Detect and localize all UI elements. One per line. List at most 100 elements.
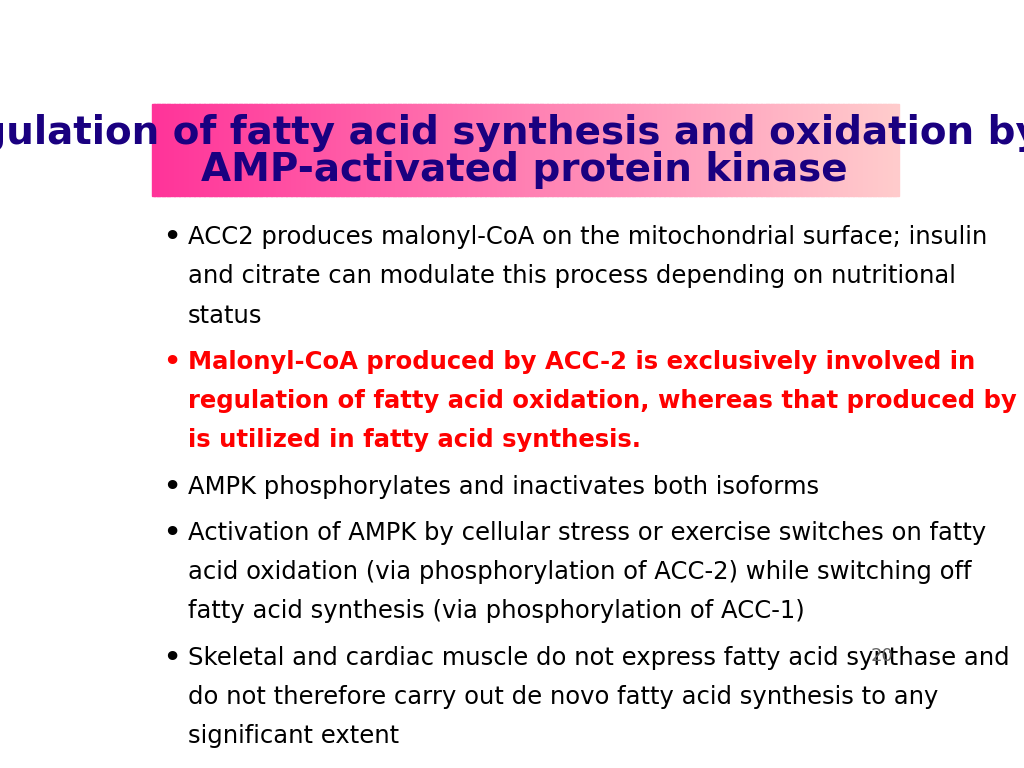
Bar [259,104,262,196]
Bar [785,104,790,196]
Bar [493,104,496,196]
Bar [495,104,499,196]
Bar [316,104,319,196]
Bar [712,104,715,196]
Bar [803,104,807,196]
Bar [343,104,346,196]
Bar [233,104,238,196]
Bar [460,104,464,196]
Bar [659,104,663,196]
Bar [162,104,165,196]
Bar [557,104,560,196]
Bar [834,104,837,196]
Bar [186,104,189,196]
Bar [751,104,755,196]
Bar [709,104,712,196]
Bar [505,104,508,196]
Bar [664,104,668,196]
Bar [442,104,446,196]
Bar [242,104,245,196]
Bar [569,104,572,196]
Bar [251,104,255,196]
Bar [435,104,438,196]
Bar [279,104,282,196]
Bar [577,104,581,196]
Bar [672,104,675,196]
Bar [256,104,259,196]
Bar [838,104,842,196]
Bar [351,104,354,196]
Bar [766,104,769,196]
Bar [177,104,180,196]
Bar [355,104,359,196]
Bar [649,104,652,196]
Bar [199,104,203,196]
Bar [264,104,267,196]
Bar [642,104,645,196]
Bar [781,104,784,196]
Bar [522,104,525,196]
Bar [181,104,185,196]
Text: Skeletal and cardiac muscle do not express fatty acid synthase and: Skeletal and cardiac muscle do not expre… [187,646,1009,670]
Bar [604,104,607,196]
Bar [883,104,886,196]
Bar [214,104,217,196]
Bar [791,104,795,196]
Bar [348,104,351,196]
Bar [231,104,234,196]
Bar [189,104,193,196]
Bar [311,104,314,196]
Bar [616,104,621,196]
Bar [609,104,612,196]
Bar [890,104,894,196]
Bar [169,104,172,196]
Bar [282,104,285,196]
Bar [703,104,708,196]
Bar [498,104,501,196]
Bar [261,104,264,196]
Bar [607,104,610,196]
Bar [276,104,280,196]
Text: and citrate can modulate this process depending on nutritional: and citrate can modulate this process de… [187,264,955,289]
Bar [639,104,642,196]
Bar [318,104,322,196]
Text: ACC2 produces malonyl-CoA on the mitochondrial surface; insulin: ACC2 produces malonyl-CoA on the mitocho… [187,225,987,249]
Bar [756,104,760,196]
Bar [517,104,520,196]
Bar [855,104,859,196]
Bar [216,104,220,196]
Bar [773,104,777,196]
Bar [353,104,356,196]
Bar [754,104,757,196]
Bar [487,104,490,196]
Bar [172,104,175,196]
Bar [360,104,364,196]
Bar [582,104,586,196]
Bar [564,104,568,196]
Bar [244,104,247,196]
Bar [830,104,834,196]
Text: acid oxidation (via phosphorylation of ACC-2) while switching off: acid oxidation (via phosphorylation of A… [187,560,971,584]
Bar [468,104,471,196]
Bar [160,104,163,196]
Bar [334,104,337,196]
Bar [324,104,327,196]
Bar [597,104,600,196]
Bar [247,104,250,196]
Bar [788,104,792,196]
Bar [475,104,478,196]
Bar [759,104,762,196]
Bar [197,104,200,196]
Bar [893,104,896,196]
Text: regulation of fatty acid oxidation, whereas that produced by ACC-1: regulation of fatty acid oxidation, wher… [187,389,1024,413]
Bar [286,104,290,196]
Bar [806,104,809,196]
Bar [184,104,187,196]
Bar [510,104,513,196]
Bar [219,104,222,196]
Bar [888,104,891,196]
Bar [771,104,774,196]
Bar [567,104,570,196]
Bar [366,104,369,196]
Bar [545,104,548,196]
